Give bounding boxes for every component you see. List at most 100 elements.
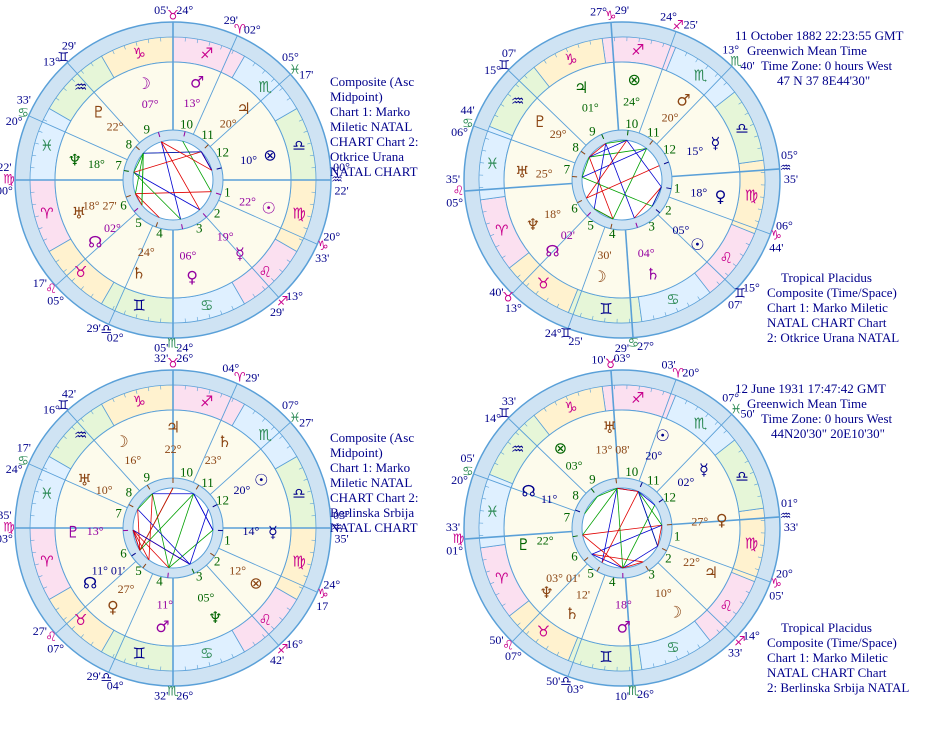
planet-position: 02° (677, 475, 694, 489)
cusp-sign-icon: ♎ (100, 670, 112, 685)
planet-glyph-icon: ♆ (68, 150, 82, 169)
degree-tick (196, 39, 199, 44)
cusp-degree: 01° (446, 543, 463, 557)
aspect-line (616, 488, 624, 569)
house-number: 12 (216, 493, 229, 508)
cusp-sign-icon: ♋ (628, 336, 640, 351)
chart-4-date-line: 12 June 1931 17:47:42 GMT (735, 381, 886, 396)
degree-tick (135, 314, 138, 319)
cusp-sign-icon: ♊ (498, 59, 510, 74)
zodiac-sign-icon: ♏ (259, 426, 273, 444)
planet-position: 15° (686, 144, 703, 158)
degree-tick (757, 556, 762, 559)
planet-marker (666, 187, 672, 190)
degree-tick (482, 558, 487, 561)
cusp-minute: 35' (784, 172, 798, 186)
cusp-degree: 26° (637, 687, 654, 701)
degree-tick (744, 460, 749, 464)
zodiac-sign-icon: ♓ (40, 485, 53, 503)
cusp-minute: 44' (769, 240, 783, 254)
degree-tick (34, 490, 39, 493)
planet-glyph-icon: ♇ (66, 523, 80, 542)
planet-marker (583, 557, 589, 562)
chart-1-info: Composite (Asc Midpoint) Chart 1: Marko … (330, 74, 419, 179)
degree-tick (526, 283, 530, 287)
cusp-degree: 05° (47, 293, 64, 307)
house-number: 7 (115, 505, 122, 520)
zodiac-sign-icon: ♏ (259, 78, 273, 96)
planet-position: 05° (672, 223, 689, 237)
degree-tick (716, 281, 720, 285)
zodiac-sign-icon: ♍ (292, 552, 305, 570)
degree-tick (591, 663, 594, 668)
degree-tick (271, 626, 275, 630)
zodiac-sign-icon: ♑ (564, 398, 577, 416)
planet-position: 22° (537, 533, 554, 547)
house-cusp-line (28, 115, 128, 161)
degree-tick (517, 274, 521, 278)
cusp-sign-icon: ♒ (780, 509, 792, 524)
degree-tick (714, 421, 718, 425)
planet-glyph-icon: ☊ (83, 573, 97, 592)
degree-tick (38, 130, 43, 133)
degree-tick (757, 147, 762, 150)
cusp-minute: 20° (682, 365, 699, 379)
aspect-line (135, 193, 160, 218)
zodiac-sign-icon: ♋ (200, 645, 213, 663)
cusp-degree: 27° (637, 339, 654, 353)
chart-2-info-line: 47 N 37 8E44'30" (777, 73, 871, 88)
planet-position: 20° (645, 448, 662, 462)
cusp-sign-icon: ♊ (57, 399, 69, 414)
cusp-sign-icon: ♓ (289, 411, 301, 426)
planet-position: 24° (623, 94, 640, 108)
cusp-minute: 42' (270, 653, 284, 667)
cusp-minute: 07' (502, 46, 516, 60)
degree-tick (196, 316, 199, 321)
aspect-line (137, 493, 153, 510)
planet-glyph-icon: ♇ (92, 103, 106, 122)
house-cusp-line (657, 214, 736, 291)
zodiac-sign-icon: ♏ (694, 414, 708, 432)
degree-tick (500, 103, 505, 107)
house-number: 1 (674, 181, 681, 196)
degree-tick (208, 41, 211, 46)
house-number: 2 (214, 553, 221, 568)
degree-tick (714, 73, 718, 77)
degree-tick (112, 305, 115, 310)
cusp-sign-icon: ♐ (277, 642, 289, 657)
house-cusp-line (567, 226, 606, 329)
chart-2-info-line: Greenwich Mean Time (747, 43, 867, 58)
cusp-minute: 29' (615, 3, 629, 17)
zodiac-sign-icon: ♍ (745, 534, 758, 552)
cusp-minute: 40' (741, 59, 755, 73)
degree-tick (63, 269, 67, 273)
planet-glyph-icon: ♄ (217, 432, 231, 451)
aspect-line (132, 529, 170, 569)
planet-position: 27° (118, 582, 135, 596)
aspect-line (135, 191, 212, 195)
aspect-line (605, 143, 635, 219)
degree-tick (723, 430, 727, 434)
planet-glyph-icon: ♅ (78, 471, 92, 490)
planet-glyph-icon: ☉ (690, 235, 704, 254)
house-cusp-line (668, 196, 771, 235)
cusp-degree: 24° (660, 9, 677, 23)
planet-marker (128, 504, 134, 508)
planet-position: 03° 01' (546, 571, 580, 585)
planet-glyph-icon: ☿ (710, 134, 720, 153)
cusp-degree: 06° (776, 218, 793, 232)
house-cusp-line (508, 417, 587, 494)
planet-glyph-icon: ♇ (516, 535, 530, 554)
planet-position: 10° (240, 153, 257, 167)
degree-tick (90, 410, 94, 415)
cusp-minute: 17' (299, 68, 313, 82)
planet-glyph-icon: ☽ (592, 267, 606, 286)
planet-glyph-icon: ☽ (668, 602, 682, 621)
degree-tick (71, 78, 75, 82)
planet-marker (580, 150, 586, 155)
degree-tick (208, 389, 211, 394)
house-cusp-line (473, 473, 576, 512)
degree-tick (147, 664, 150, 669)
degree-tick (271, 278, 275, 282)
aspect-line (168, 493, 194, 568)
